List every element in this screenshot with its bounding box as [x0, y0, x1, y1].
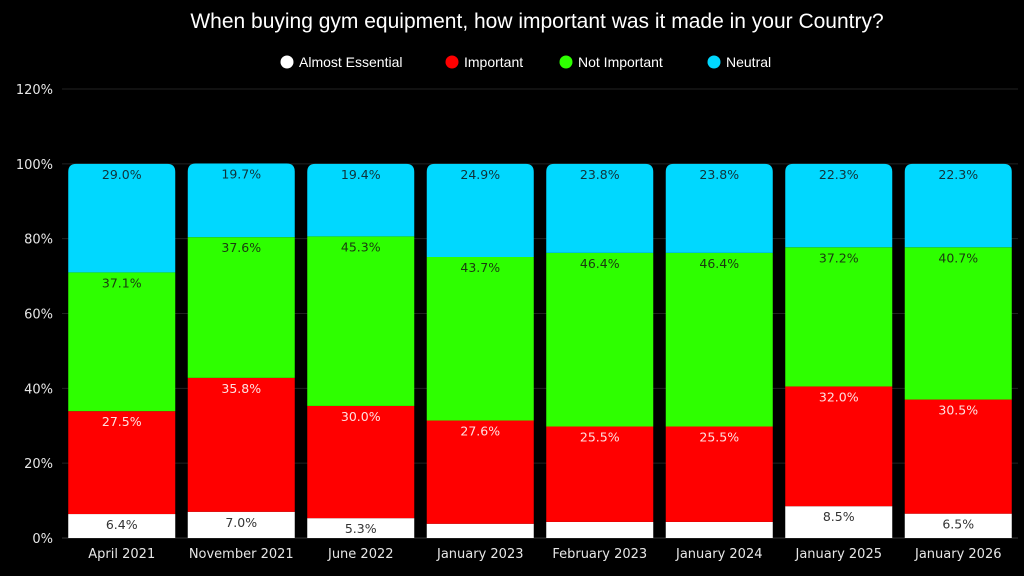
data-label-neutral: 23.8% [699, 167, 739, 182]
data-label-neutral: 22.3% [938, 167, 978, 182]
bar-segment-neutral [546, 163, 654, 253]
legend-label-not-important: Not Important [578, 54, 663, 70]
bar-group-january-2025: 8.5% 32.0% 37.2% 22.3% [785, 163, 893, 538]
bar-group-november-2021: 7.0% 35.8% 37.6% 19.7% [187, 163, 295, 538]
bar-segment-neutral [665, 163, 773, 253]
x-axis: April 2021 November 2021 June 2022 January … [88, 547, 1001, 562]
bar-segment-not-important [904, 247, 1012, 400]
data-label-important: 27.6% [460, 424, 500, 439]
bar-segment-almost-essential [904, 513, 1012, 538]
bar-segment-neutral [187, 163, 295, 238]
legend: Almost Essential Important Not Important Ne… [280, 54, 771, 70]
data-label-not-important: 46.4% [580, 256, 620, 271]
bar-segment-almost-essential [187, 511, 295, 538]
bar-segment-important [68, 411, 176, 515]
data-label-almost-essential: 5.3% [345, 521, 377, 536]
y-axis: 0% 20% 40% 60% 80% 100% 120% [16, 83, 53, 547]
data-label-important: 30.5% [938, 403, 978, 418]
bar-segment-not-important [68, 272, 176, 412]
bar-segment-neutral [307, 163, 415, 237]
data-label-not-important: 46.4% [699, 256, 739, 271]
data-label-almost-essential: 6.5% [942, 517, 974, 532]
data-label-important: 32.0% [819, 389, 859, 404]
bar-segment-not-important [426, 257, 534, 421]
data-label-not-important: 43.7% [460, 260, 500, 275]
bar-segment-almost-essential [785, 506, 893, 538]
bar-group-january-2024: 25.5% 46.4% 23.8% [665, 163, 773, 538]
bar-segment-neutral [785, 163, 893, 248]
y-tick-label: 100% [16, 158, 53, 173]
legend-marker-almost-essential [280, 55, 294, 69]
bar-segment-not-important [546, 252, 654, 427]
bar-segment-important [785, 386, 893, 507]
data-label-neutral: 19.7% [221, 166, 261, 181]
bar-segment-almost-essential [307, 518, 415, 538]
data-label-almost-essential: 7.0% [225, 515, 257, 530]
y-tick-label: 60% [24, 308, 53, 323]
data-label-not-important: 37.2% [819, 250, 859, 265]
bar-group-january-2026: 6.5% 30.5% 40.7% 22.3% [904, 163, 1012, 538]
bar-segment-almost-essential [665, 521, 773, 538]
y-tick-label: 120% [16, 83, 53, 98]
bar-segment-neutral [68, 163, 176, 273]
data-label-not-important: 37.1% [102, 275, 142, 290]
data-label-important: 25.5% [580, 429, 620, 444]
bar-segment-important [307, 405, 415, 519]
legend-marker-not-important [559, 55, 573, 69]
bar-group-january-2023: 27.6% 43.7% 24.9% [426, 163, 534, 538]
data-label-almost-essential: 8.5% [823, 509, 855, 524]
bar-segment-neutral [426, 163, 534, 258]
data-label-important: 27.5% [102, 414, 142, 429]
chart-title: When buying gym equipment, how important… [190, 10, 883, 33]
y-tick-label: 20% [24, 457, 53, 472]
bar-group-june-2022: 5.3% 30.0% 45.3% 19.4% [307, 163, 415, 538]
bar-segment-neutral [904, 163, 1012, 248]
bar-group-april-2021: 6.4% 27.5% 37.1% 29.0% [68, 163, 176, 538]
data-label-neutral: 19.4% [341, 167, 381, 182]
bar-segment-important [546, 426, 654, 522]
x-tick-label: April 2021 [88, 547, 155, 562]
bar-segment-important [426, 420, 534, 524]
bar-segment-almost-essential [426, 523, 534, 538]
x-tick-label: January 2026 [914, 547, 1002, 562]
bar-segment-important [187, 377, 295, 512]
bar-segment-not-important [307, 236, 415, 406]
data-label-neutral: 23.8% [580, 167, 620, 182]
bar-segment-important [904, 399, 1012, 514]
data-label-neutral: 29.0% [102, 167, 142, 182]
bar-segment-not-important [665, 252, 773, 427]
bar-group-february-2023: 25.5% 46.4% 23.8% [546, 163, 654, 538]
bar-segment-not-important [187, 237, 295, 378]
x-tick-label: January 2023 [436, 547, 524, 562]
data-label-almost-essential: 6.4% [106, 517, 138, 532]
bars: 6.4% 27.5% 37.1% 29.0% 7.0% 35.8% 37.6% 19.7% 5.… [68, 163, 1012, 538]
y-tick-label: 0% [32, 532, 53, 547]
bar-segment-not-important [785, 247, 893, 387]
x-tick-label: January 2024 [675, 547, 763, 562]
x-tick-label: February 2023 [552, 547, 647, 562]
data-label-neutral: 22.3% [819, 167, 859, 182]
data-label-not-important: 37.6% [221, 240, 261, 255]
bar-segment-almost-essential [546, 521, 654, 538]
data-label-important: 25.5% [699, 429, 739, 444]
data-label-important: 30.0% [341, 409, 381, 424]
legend-label-important: Important [464, 54, 523, 70]
x-tick-label: November 2021 [189, 547, 294, 562]
data-label-not-important: 40.7% [938, 250, 978, 265]
y-tick-label: 80% [24, 233, 53, 248]
legend-marker-neutral [707, 55, 721, 69]
legend-label-almost-essential: Almost Essential [299, 54, 402, 70]
legend-marker-important [445, 55, 459, 69]
data-label-important: 35.8% [221, 381, 261, 396]
x-tick-label: June 2022 [327, 547, 394, 562]
data-label-not-important: 45.3% [341, 239, 381, 254]
legend-label-neutral: Neutral [726, 54, 771, 70]
data-label-neutral: 24.9% [460, 167, 500, 182]
x-tick-label: January 2025 [795, 547, 883, 562]
y-tick-label: 40% [24, 382, 53, 397]
bar-segment-almost-essential [68, 514, 176, 538]
bar-segment-important [665, 426, 773, 522]
